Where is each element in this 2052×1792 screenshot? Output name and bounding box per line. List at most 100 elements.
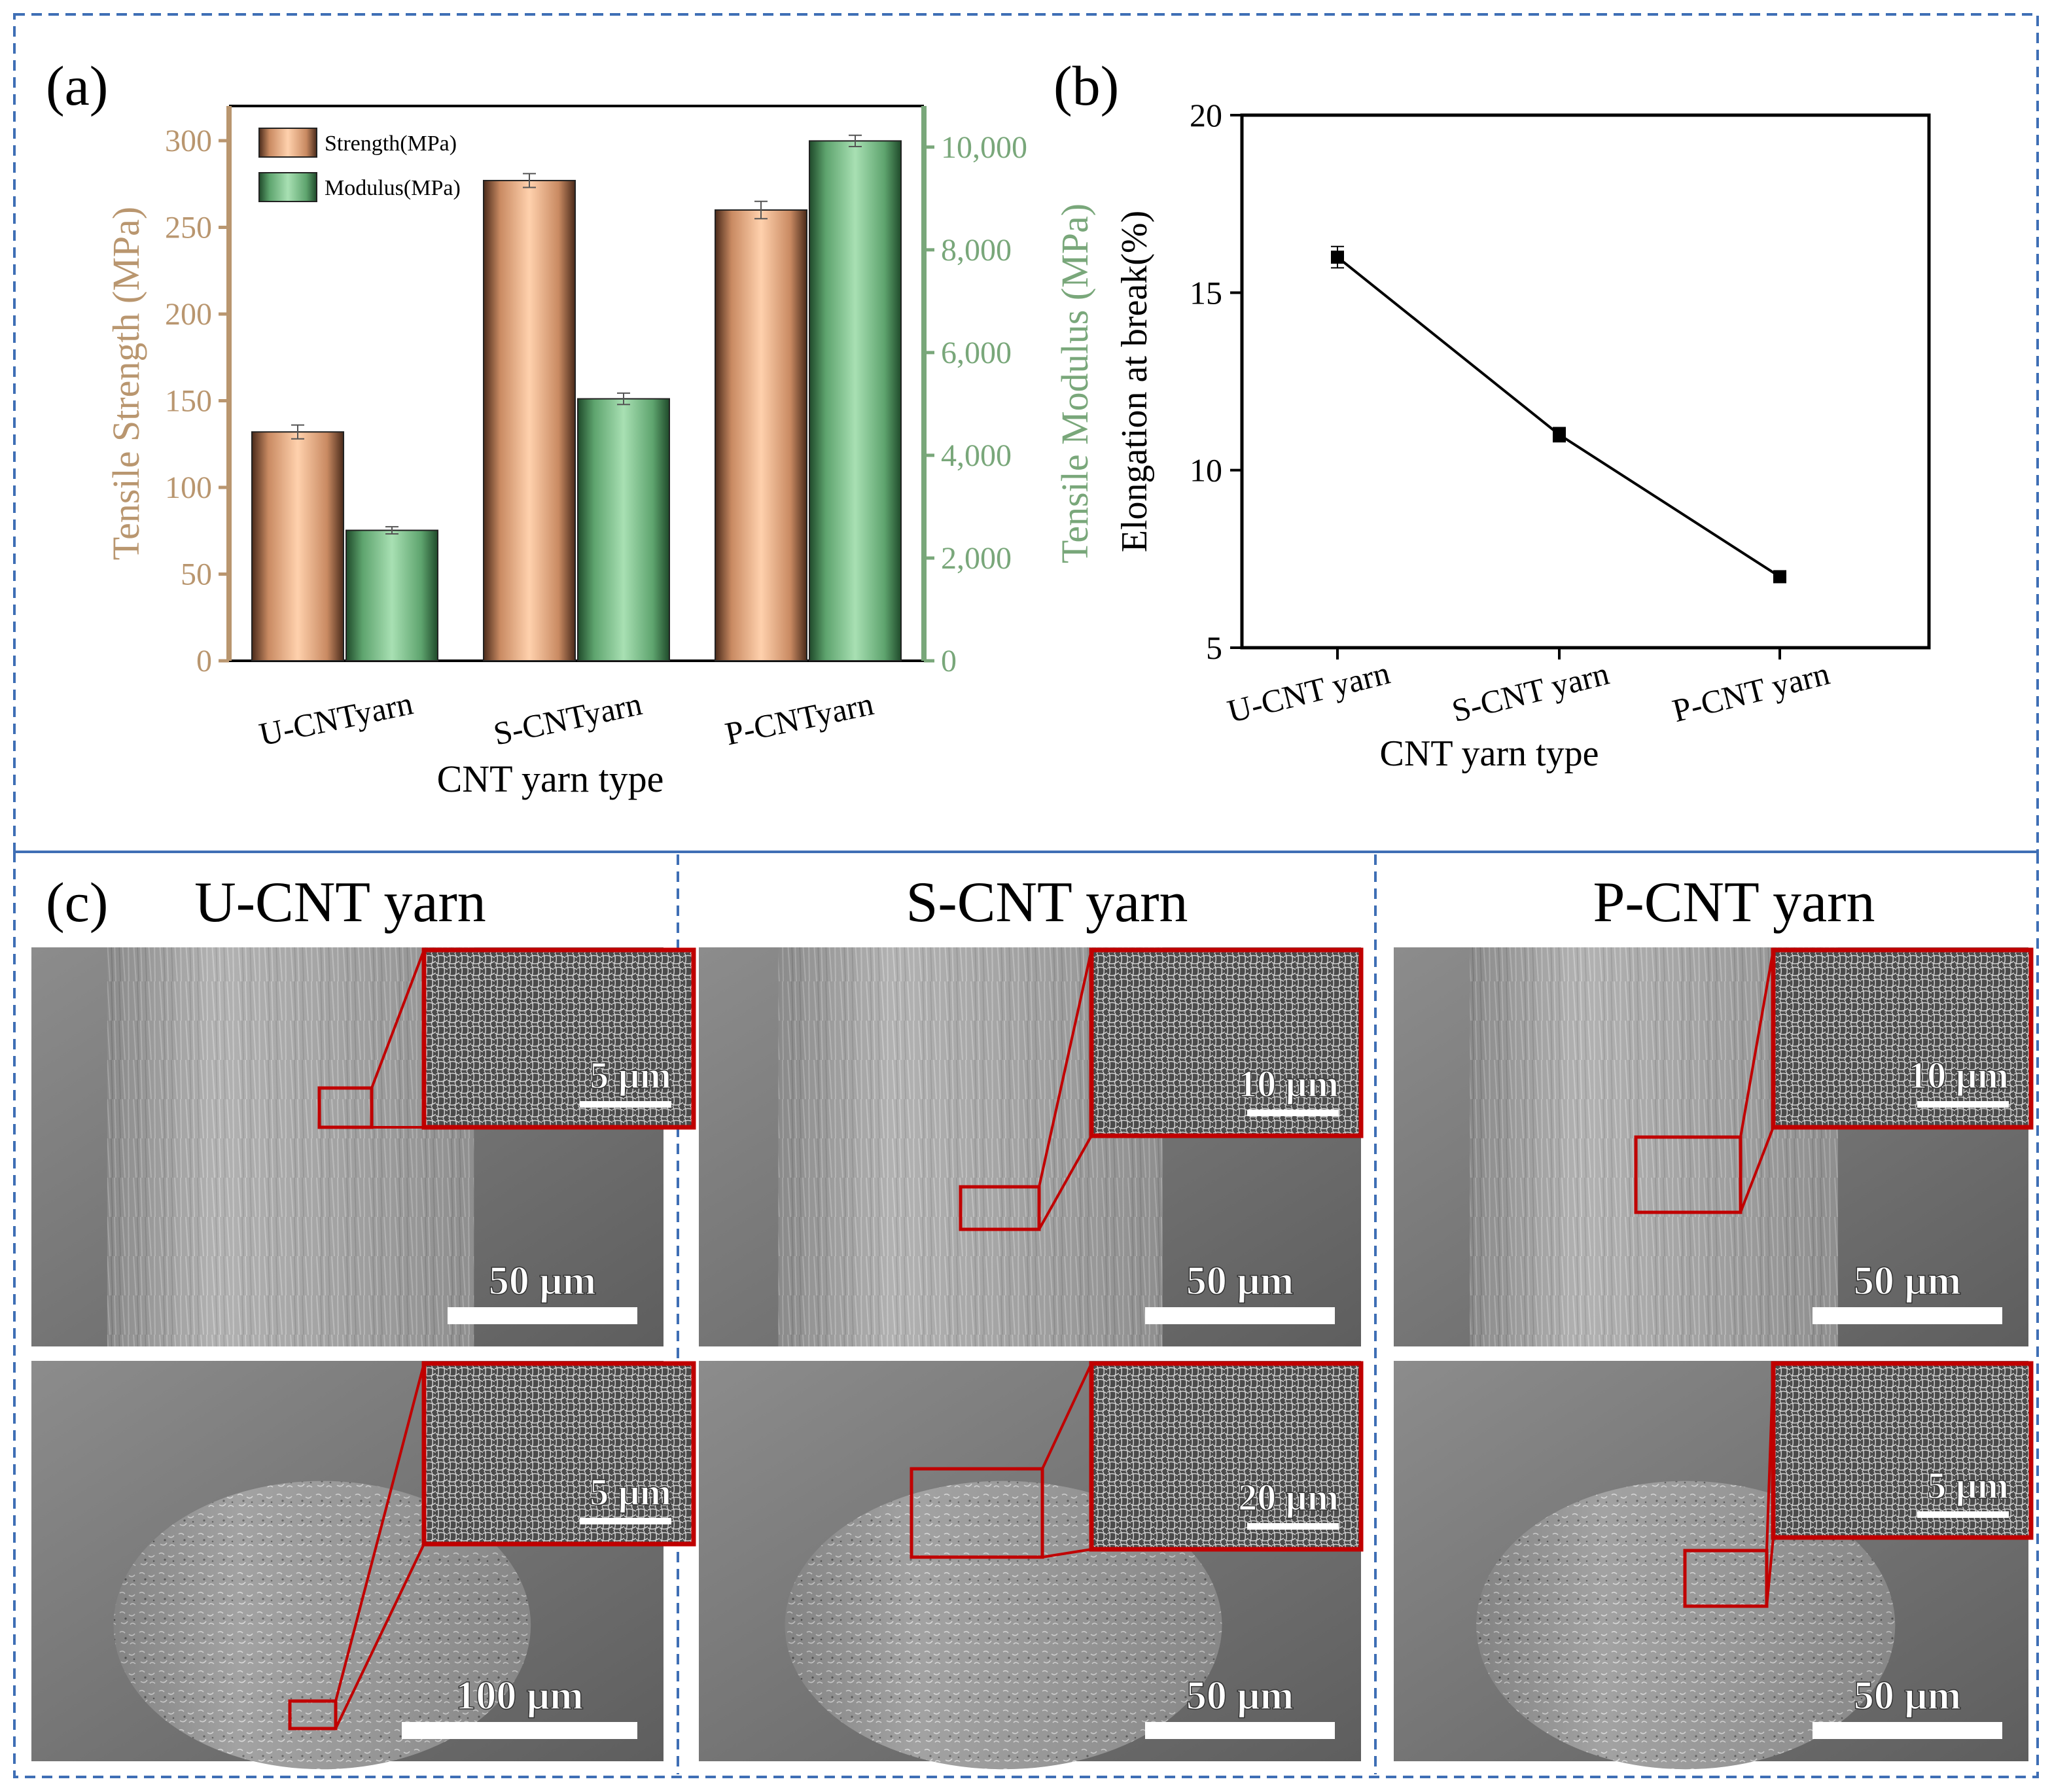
zoom-connector [1739,949,1775,1138]
inset-scale-bar [580,1518,671,1524]
zoom-region-box [288,1699,338,1731]
error-bar-modulus [849,134,862,148]
sem-grid: U-CNT yarn 5 μm 50 μm 5 μm 100 μm S-CNT yarn 1… [31,871,2034,1770]
left-tick-label: 0 [196,644,212,678]
inset-scale-label: 10 μm [1238,1063,1339,1105]
zoom-region-box [1634,1135,1742,1214]
sem-image-cross-section: 20 μm 50 μm [699,1361,1364,1770]
inset-scale-label: 10 μm [1908,1054,2009,1097]
zoom-connector [370,949,425,1089]
y-tick-label: 10 [1190,452,1222,489]
x-tick-label: S-CNT yarn [1448,655,1612,729]
x-tick-label: U-CNTyarn [256,684,416,752]
inset-image [424,1363,694,1544]
scale-bar-label: 50 μm [489,1259,596,1303]
y-tick-label: 20 [1190,97,1222,133]
scale-bar [1813,1307,2002,1324]
legend-swatch-modulus [258,172,317,202]
zoom-connector [1038,1135,1093,1230]
scale-bar-label: 50 μm [1854,1674,1961,1718]
panel-label-c: (c) [46,871,108,934]
sem-column-title: U-CNT yarn [194,871,486,934]
inset-scale-bar [1917,1511,2009,1518]
scale-bar [448,1307,637,1324]
error-bar-modulus [617,392,630,406]
bottom-frame [13,851,2039,1778]
scale-bar-label: 50 μm [1186,1674,1294,1718]
inset-scale-bar [1247,1110,1339,1116]
left-tick-label: 50 [181,557,212,592]
error-bar-strength [754,200,768,220]
bar-strength [251,431,344,661]
inset-scale-label: 5 μm [1927,1464,2009,1507]
chart-b-plot-area: 5 10 15 20 Elongation at break(%) U-CNT yarn S… [1114,97,1931,774]
error-bar-strength [523,173,536,188]
sem-image-cross-section: 5 μm 50 μm [1394,1361,2034,1770]
inset-frame [421,1361,696,1547]
y-tick-label: 5 [1206,629,1222,666]
inset-frame [1089,1361,1364,1552]
inset-scale-label: 20 μm [1238,1476,1339,1519]
cross-section-shading [785,1481,1222,1770]
inset-frame [1771,1361,2034,1540]
plot-frame [1240,113,1931,650]
cross-section-shading [1476,1481,1896,1770]
data-point [1331,251,1344,264]
chart-b: (b) 5 10 15 20 Elongation at break(%) U-CNT y… [1053,54,1931,774]
legend-label-modulus: Modulus(MPa) [325,176,461,200]
zoom-connector [334,1363,425,1702]
right-tick-label: 2,000 [941,541,1012,576]
chart-a: (a) 0 50 100 150 200 250 300 0 2,000 4,000 6,000 8,… [46,54,1096,800]
inset-image [1091,1363,1361,1549]
sem-panel: (c) U-CNT yarn 5 μm 50 μm 5 μm 100 μm S-CNT y… [31,871,2034,1770]
bar-strength [483,179,576,661]
panel-label-b: (b) [1053,54,1119,117]
sem-image-side-view: 5 μm 50 μm [31,947,696,1346]
data-point [1553,428,1566,442]
bar-strength [715,209,807,661]
error-bar-modulus [385,526,398,535]
zoom-region-box [959,1185,1041,1231]
inset-image [424,950,694,1127]
scale-bar [1145,1722,1335,1739]
yarn-shading [107,947,474,1346]
right-tick-label: 0 [941,644,957,678]
legend-swatch-strength [258,128,317,158]
inset-image [1773,1363,2031,1537]
x-tick-label: U-CNT yarn [1224,654,1393,730]
sem-image-side-view: 10 μm 50 μm [699,947,1364,1346]
scale-bar [1145,1307,1335,1324]
left-tick-label: 150 [165,384,212,419]
legend-label-strength: Strength(MPa) [325,132,457,156]
sem-column-title: P-CNT yarn [1593,871,1875,934]
y-axis-title-left: Tensile Strength (MPa) [105,207,147,560]
x-tick-label: P-CNT yarn [1669,655,1833,729]
right-tick-label: 8,000 [941,233,1012,268]
inset-frame [1089,947,1364,1138]
data-point [1773,570,1786,584]
zoom-connector [334,1543,425,1729]
sem-image-cross-section: 5 μm 100 μm [31,1361,696,1770]
inset-scale-label: 5 μm [590,1054,671,1097]
y-axis-title-right: Tensile Modulus (MPa) [1053,203,1096,563]
scale-bar [1813,1722,2002,1739]
x-axis-title: CNT yarn type [1380,733,1599,774]
series-line [1336,256,1781,578]
left-tick-label: 250 [165,211,212,245]
inset-scale-bar [1247,1523,1339,1530]
inset-image [1773,950,2031,1127]
left-tick-label: 300 [165,124,212,158]
chart-a-plot-area: 0 50 100 150 200 250 300 0 2,000 4,000 6,000 8,000 1… [105,105,1096,800]
inset-frame [1771,947,2034,1130]
right-tick-label: 6,000 [941,336,1012,370]
sem-image-side-view: 10 μm 50 μm [1394,947,2034,1346]
sem-column-title: S-CNT yarn [906,871,1188,934]
zoom-connector [1041,1363,1093,1469]
right-tick-label: 4,000 [941,438,1012,473]
zoom-connector [1739,1127,1775,1213]
cross-section-shading [113,1481,531,1770]
y-axis-title: Elongation at break(%) [1114,211,1155,552]
inset-scale-label: 5 μm [590,1471,671,1513]
x-tick-label: P-CNTyarn [722,685,876,752]
